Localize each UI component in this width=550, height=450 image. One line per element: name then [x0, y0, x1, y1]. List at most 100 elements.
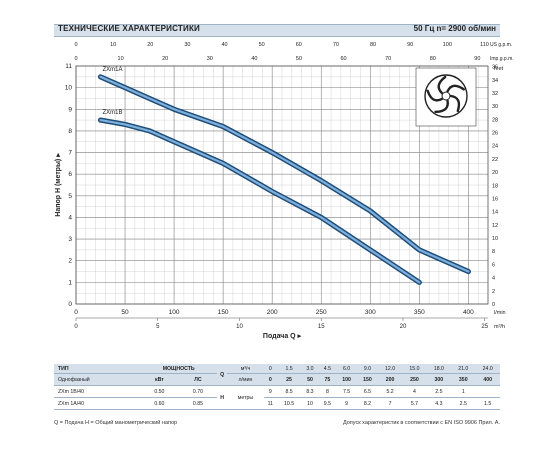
x-usgpm-label: 10	[110, 42, 116, 48]
flow-m3h-cell: 18.0	[426, 364, 452, 374]
head-cell: 9.5	[318, 397, 337, 410]
flow-lmin-cell: 200	[377, 373, 403, 386]
head-cell: 7.5	[336, 385, 357, 398]
x-impgpm-label: 0	[74, 56, 77, 62]
y-feet-label: 26	[492, 131, 498, 137]
head-cell: 5.7	[402, 397, 427, 410]
x-tick-label: 50	[121, 309, 129, 316]
x-usgpm-label: 110	[480, 42, 489, 48]
performance-table: ТИП МОЩНОСТЬ Q м³/ч 0 1.5 3.0 4.5 6.0 9.…	[54, 364, 500, 410]
m3h-header: м³/ч	[227, 364, 264, 374]
head-cell: 8	[318, 385, 337, 398]
y-feet-label: 0	[492, 302, 495, 308]
hp-value: 0.70	[178, 385, 218, 398]
chart-curves: ZXm1A ZXm1B	[97, 67, 471, 285]
curve-ZXm1A	[99, 75, 470, 273]
y-tick-label: 10	[65, 85, 73, 92]
x-tick-label: 200	[267, 309, 278, 316]
x-usgpm-label: 90	[407, 42, 413, 48]
x-impgpm-label: 20	[162, 56, 168, 62]
x-usgpm-label: 80	[370, 42, 376, 48]
y-feet-label: 12	[492, 223, 498, 229]
spec-header: ТЕХНИЧЕСКИЕ ХАРАКТЕРИСТИКИ 50 Гц n= 2900…	[54, 24, 500, 37]
y-tick-label: 2	[68, 258, 72, 265]
series-label: ZXm1B	[103, 110, 123, 116]
y-feet-label: 16	[492, 196, 498, 202]
impeller-hub	[441, 91, 451, 101]
flow-m3h-cell: 3.0	[301, 364, 319, 374]
flow-m3h-cell: 0	[263, 364, 277, 374]
head-cell: 1.5	[475, 397, 500, 410]
flow-m3h-cell: 6.0	[336, 364, 357, 374]
head-cell: 8.2	[357, 397, 378, 410]
impeller-vane	[449, 94, 461, 113]
y-tick-label: 1	[68, 279, 72, 286]
x-m3h-label: 5	[156, 324, 160, 330]
y-tick-label: 0	[68, 301, 72, 308]
x-m3h-label: 20	[400, 324, 407, 330]
x-usgpm-label: 60	[296, 42, 302, 48]
head-cell: 4.3	[426, 397, 452, 410]
x-tick-label: 300	[365, 309, 376, 316]
x-usgpm-label: 100	[443, 42, 452, 48]
y-feet-label: 20	[492, 170, 498, 176]
flow-m3h-cell: 15.0	[402, 364, 427, 374]
head-cell: 5.2	[377, 385, 403, 398]
y-feet-label: 32	[492, 91, 498, 97]
y-tick-label: 3	[68, 236, 72, 243]
flow-lmin-cell: 50	[301, 373, 319, 386]
x-impgpm-label: 60	[341, 56, 347, 62]
lmin-header: л/мин	[227, 373, 264, 386]
y-feet-label: 8	[492, 249, 495, 255]
flow-m3h-cell: 4.5	[318, 364, 337, 374]
plot-frame	[75, 65, 489, 305]
x-tick-label: 150	[218, 309, 229, 316]
flow-lmin-cell: 350	[451, 373, 476, 386]
x-impgpm-label: 80	[430, 56, 436, 62]
flow-lmin-cell: 400	[475, 373, 500, 386]
impeller-icon	[415, 67, 477, 127]
head-cell: 10	[301, 397, 319, 410]
head-cell: 8.5	[276, 385, 302, 398]
y-tick-label: 9	[68, 106, 72, 113]
y-feet-label: 2	[492, 289, 495, 295]
flow-m3h-cell: 12.0	[377, 364, 403, 374]
y-feet-label: 28	[492, 117, 498, 123]
flow-lmin-cell: 25	[276, 373, 302, 386]
impeller-vane	[426, 89, 444, 102]
x-impgpm-unit: Imp.g.p.m.	[490, 56, 514, 62]
x-usgpm-label: 70	[333, 42, 339, 48]
flow-lmin-cell: 300	[426, 373, 452, 386]
head-cell: 2.5	[451, 397, 476, 410]
head-cell: 11	[263, 397, 277, 410]
y-tick-label: 7	[68, 150, 72, 157]
y-tick-label: 8	[68, 128, 72, 135]
y-feet-label: 24	[492, 144, 498, 150]
q-header: Q	[217, 364, 227, 386]
spec-title: ТЕХНИЧЕСКИЕ ХАРАКТЕРИСТИКИ	[58, 24, 200, 33]
head-cell: 10.5	[276, 397, 302, 410]
x-m3h-label: 15	[318, 324, 325, 330]
y-tick-label: 6	[68, 171, 72, 178]
x-impgpm-label: 30	[207, 56, 213, 62]
kw-value: 0.50	[140, 385, 179, 398]
head-cell: 8.3	[301, 385, 319, 398]
y-tick-label: 11	[65, 63, 72, 70]
x-axis-title: Подача Q ▸	[263, 333, 302, 340]
y-feet-label: 36	[492, 65, 498, 71]
y-feet-label: 18	[492, 183, 498, 189]
y-feet-label: 34	[492, 78, 498, 84]
x-m3h-label: 10	[236, 324, 243, 330]
head-cell: 6.5	[357, 385, 378, 398]
y-feet-label: 6	[492, 262, 495, 268]
kw-header: кВт	[140, 373, 179, 386]
impeller-vane	[446, 84, 466, 93]
h-header: H	[217, 385, 227, 410]
x-tick-label: 0	[74, 309, 78, 316]
x-unit-label: l/min	[494, 310, 506, 316]
x-m3h-label: 25	[481, 324, 488, 330]
x-tick-label: 400	[463, 309, 474, 316]
x-usgpm-label: 20	[147, 42, 153, 48]
